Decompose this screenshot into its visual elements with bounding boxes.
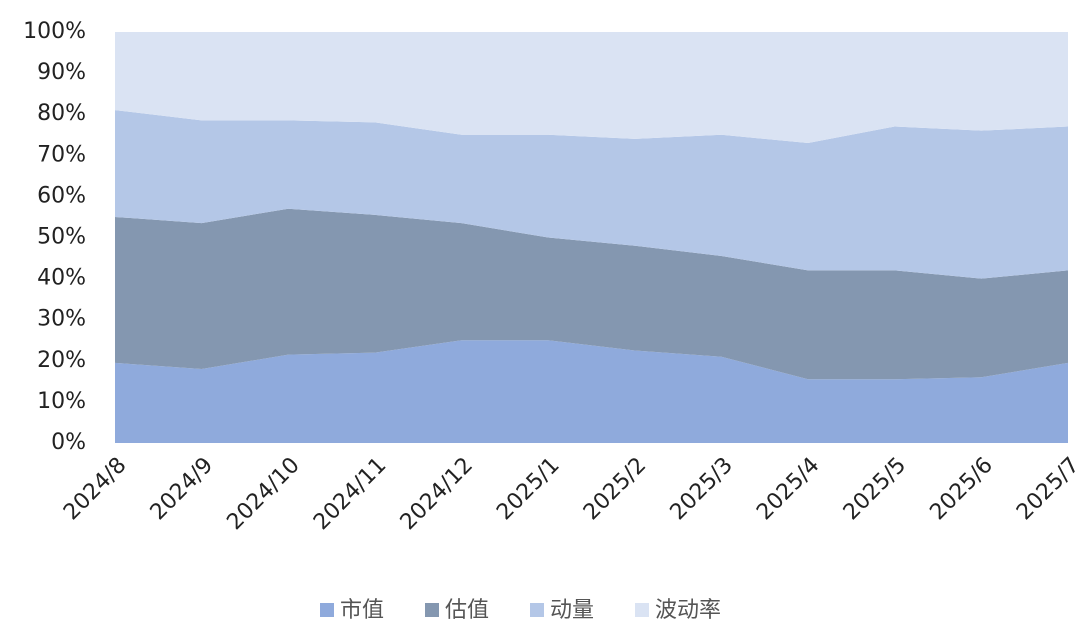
legend-swatch <box>320 603 334 617</box>
y-tick-label: 0% <box>51 430 86 455</box>
area <box>115 340 1068 443</box>
x-tick-label: 2025/1 <box>492 453 564 525</box>
y-tick-label: 60% <box>37 183 86 208</box>
x-tick-label: 2024/9 <box>146 453 218 525</box>
x-tick-label: 2025/6 <box>925 453 997 525</box>
x-tick-label: 2024/11 <box>309 453 391 535</box>
x-tick-label: 2025/5 <box>839 453 911 525</box>
x-tick-label: 2025/4 <box>752 453 824 525</box>
legend-swatch <box>425 603 439 617</box>
y-tick-label: 30% <box>37 307 86 332</box>
legend-swatch <box>635 603 649 617</box>
y-tick-label: 20% <box>37 348 86 373</box>
legend-label: 市值 <box>340 598 384 623</box>
x-tick-label: 2024/8 <box>59 453 131 525</box>
legend-label: 动量 <box>550 598 594 623</box>
x-tick-label: 2025/2 <box>579 453 651 525</box>
x-tick-label: 2024/12 <box>396 453 478 535</box>
area <box>115 32 1068 143</box>
legend-label: 估值 <box>445 598 489 623</box>
x-tick-label: 2025/3 <box>666 453 738 525</box>
area <box>115 110 1068 279</box>
area <box>115 208 1068 380</box>
x-tick-label: 2025/7 <box>1012 453 1080 525</box>
legend-swatch <box>530 603 544 617</box>
x-tick-label: 2024/10 <box>222 453 304 535</box>
y-tick-label: 50% <box>37 225 86 250</box>
y-tick-label: 80% <box>37 101 86 126</box>
y-tick-label: 10% <box>37 389 86 414</box>
y-tick-label: 40% <box>37 266 86 291</box>
y-tick-label: 100% <box>23 19 86 44</box>
y-tick-label: 90% <box>37 60 86 85</box>
y-tick-label: 70% <box>37 142 86 167</box>
legend-label: 波动率 <box>655 598 721 623</box>
